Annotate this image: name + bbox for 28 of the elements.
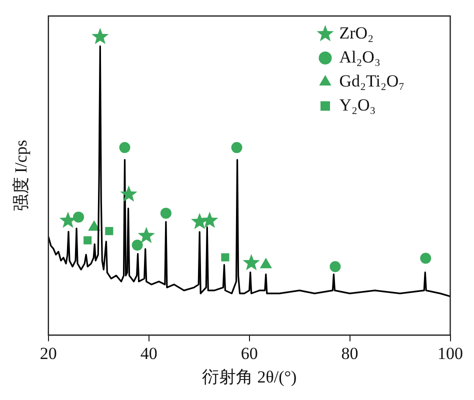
x-tick-label: 100 (438, 344, 463, 363)
point (120, 185, 138, 202)
x-axis-title: 衍射角 2θ/(°) (202, 367, 297, 386)
point (221, 253, 230, 262)
point (260, 258, 272, 268)
legend-label: ZrO₂ (339, 23, 374, 42)
point (231, 142, 242, 154)
point (330, 261, 341, 272)
point (105, 227, 114, 236)
point (201, 212, 218, 228)
point (420, 252, 432, 264)
point (88, 220, 100, 231)
legend-label: Y₂O₃ (339, 95, 376, 114)
legend-label: Al₂O₃ (339, 47, 380, 66)
x-tick-label: 40 (140, 344, 158, 363)
point (138, 226, 155, 244)
x-tick-label: 20 (40, 344, 57, 363)
legend-label: Gd₂Ti₂O₇ (339, 71, 405, 90)
y-axis-title: 强度 I/cps (12, 140, 31, 212)
point (84, 236, 92, 244)
point (119, 142, 130, 154)
x-tick-label: 60 (240, 344, 258, 363)
x-tick-label: 80 (341, 344, 358, 363)
point (242, 254, 260, 270)
point (92, 28, 109, 44)
point (160, 208, 172, 219)
point (132, 240, 143, 251)
point (73, 212, 84, 223)
